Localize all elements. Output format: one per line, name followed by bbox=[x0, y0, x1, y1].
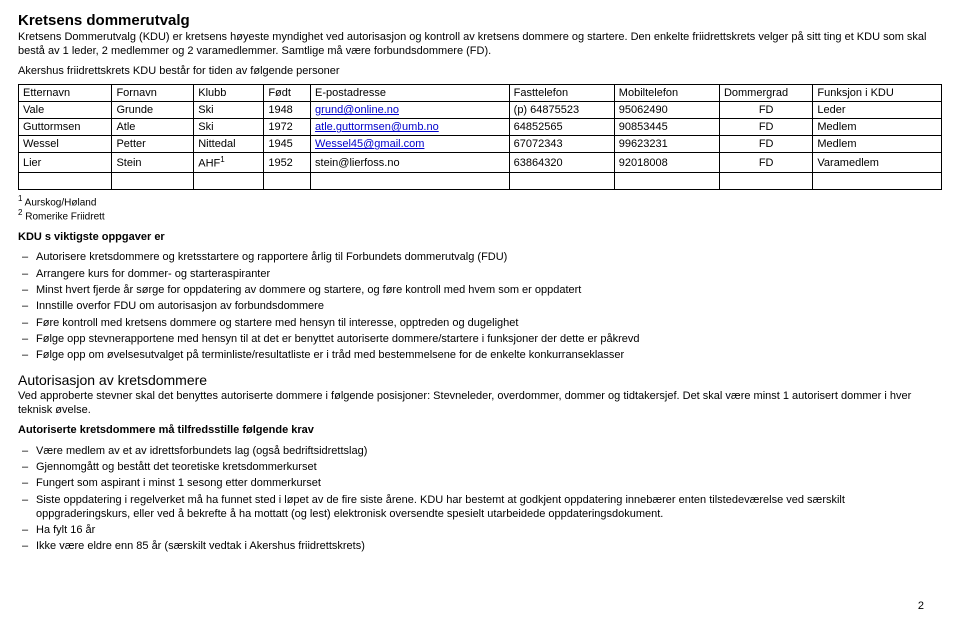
table-cell: stein@lierfoss.no bbox=[311, 153, 510, 173]
table-header-cell: E-postadresse bbox=[311, 85, 510, 102]
requirements-title: Autoriserte kretsdommere må tilfredsstil… bbox=[18, 424, 942, 438]
list-item: Være medlem av et av idrettsforbundets l… bbox=[36, 444, 942, 458]
footnotes: 1 Aurskog/Høland 2 Romerike Friidrett bbox=[18, 194, 942, 223]
kdu-task-list: Autorisere kretsdommere og kretsstartere… bbox=[18, 250, 942, 362]
table-cell: Nittedal bbox=[194, 136, 264, 153]
requirements-list: Være medlem av et av idrettsforbundets l… bbox=[18, 444, 942, 554]
table-cell: Ski bbox=[194, 119, 264, 136]
table-cell: FD bbox=[719, 119, 812, 136]
table-row: LierSteinAHF11952stein@lierfoss.no638643… bbox=[19, 153, 942, 173]
list-item: Arrangere kurs for dommer- og starterasp… bbox=[36, 267, 942, 281]
table-body: ValeGrundeSki1948 grund@online.no (p) 6487… bbox=[19, 102, 942, 190]
table-cell: Medlem bbox=[813, 119, 942, 136]
email-link[interactable]: atle.guttormsen@umb.no bbox=[315, 121, 439, 133]
table-cell: 67072343 bbox=[509, 136, 614, 153]
list-item: Føre kontroll med kretsens dommere og st… bbox=[36, 316, 942, 330]
auth-paragraph: Ved approberte stevner skal det benyttes… bbox=[18, 390, 942, 418]
table-cell: 1948 bbox=[264, 102, 311, 119]
table-cell: Petter bbox=[112, 136, 194, 153]
list-item: Siste oppdatering i regelverket må ha fu… bbox=[36, 493, 942, 522]
list-item: Gjennomgått og bestått det teoretiske kr… bbox=[36, 460, 942, 474]
table-cell: grund@online.no bbox=[311, 102, 510, 119]
table-cell: Atle bbox=[112, 119, 194, 136]
table-cell: 95062490 bbox=[614, 102, 719, 119]
table-header-cell: Klubb bbox=[194, 85, 264, 102]
list-item: Fungert som aspirant i minst 1 sesong et… bbox=[36, 476, 942, 490]
table-cell: 90853445 bbox=[614, 119, 719, 136]
list-item: Følge opp om øvelsesutvalget på terminli… bbox=[36, 348, 942, 362]
table-header-row: EtternavnFornavnKlubbFødtE-postadresseFa… bbox=[19, 85, 942, 102]
table-cell: 1952 bbox=[264, 153, 311, 173]
table-cell: 64852565 bbox=[509, 119, 614, 136]
table-cell: FD bbox=[719, 136, 812, 153]
document-page: Kretsens dommerutvalg Kretsens Dommerutv… bbox=[18, 12, 942, 618]
table-row-empty bbox=[19, 172, 942, 189]
table-cell: FD bbox=[719, 102, 812, 119]
list-item: Ikke være eldre enn 85 år (særskilt vedt… bbox=[36, 539, 942, 553]
table-cell: 99623231 bbox=[614, 136, 719, 153]
table-header-cell: Mobiltelefon bbox=[614, 85, 719, 102]
list-item: Ha fylt 16 år bbox=[36, 523, 942, 537]
table-header-cell: Fasttelefon bbox=[509, 85, 614, 102]
email-link[interactable]: Wessel45@gmail.com bbox=[315, 138, 424, 150]
kdu-table: EtternavnFornavnKlubbFødtE-postadresseFa… bbox=[18, 84, 942, 190]
table-cell: Leder bbox=[813, 102, 942, 119]
table-row: ValeGrundeSki1948 grund@online.no (p) 6487… bbox=[19, 102, 942, 119]
list-item: Følge opp stevnerapportene med hensyn ti… bbox=[36, 332, 942, 346]
table-header-cell: Funksjon i KDU bbox=[813, 85, 942, 102]
list-item: Minst hvert fjerde år sørge for oppdater… bbox=[36, 283, 942, 297]
table-header-cell: Fornavn bbox=[112, 85, 194, 102]
email-link[interactable]: grund@online.no bbox=[315, 104, 399, 116]
heading-main: Kretsens dommerutvalg bbox=[18, 12, 942, 29]
table-cell: 1945 bbox=[264, 136, 311, 153]
table-cell: FD bbox=[719, 153, 812, 173]
table-cell: atle.guttormsen@umb.no bbox=[311, 119, 510, 136]
table-header-cell: Født bbox=[264, 85, 311, 102]
table-cell: Vale bbox=[19, 102, 112, 119]
page-number: 2 bbox=[918, 600, 924, 612]
table-cell: Wessel45@gmail.com bbox=[311, 136, 510, 153]
kdu-tasks-title: KDU s viktigste oppgaver er bbox=[18, 231, 942, 245]
table-cell: Wessel bbox=[19, 136, 112, 153]
heading-authorization: Autorisasjon av kretsdommere bbox=[18, 372, 942, 388]
list-item: Innstille overfor FDU om autorisasjon av… bbox=[36, 299, 942, 313]
table-cell: 1972 bbox=[264, 119, 311, 136]
footnote-2: 2 Romerike Friidrett bbox=[18, 208, 942, 222]
table-cell: Medlem bbox=[813, 136, 942, 153]
table-header-cell: Etternavn bbox=[19, 85, 112, 102]
table-cell: Guttormsen bbox=[19, 119, 112, 136]
table-cell: Ski bbox=[194, 102, 264, 119]
table-cell: Lier bbox=[19, 153, 112, 173]
list-item: Autorisere kretsdommere og kretsstartere… bbox=[36, 250, 942, 264]
table-cell: Stein bbox=[112, 153, 194, 173]
table-row: GuttormsenAtleSki1972 atle.guttormsen@umb… bbox=[19, 119, 942, 136]
table-row: WesselPetterNittedal1945 Wessel45@gmail.c… bbox=[19, 136, 942, 153]
table-cell: 92018008 bbox=[614, 153, 719, 173]
table-header-cell: Dommergrad bbox=[719, 85, 812, 102]
table-cell: Varamedlem bbox=[813, 153, 942, 173]
table-cell: 63864320 bbox=[509, 153, 614, 173]
table-cell: Grunde bbox=[112, 102, 194, 119]
intro-line2: Akershus friidrettskrets KDU består for … bbox=[18, 65, 942, 79]
table-cell: AHF1 bbox=[194, 153, 264, 173]
intro-paragraph: Kretsens Dommerutvalg (KDU) er kretsens … bbox=[18, 31, 942, 59]
table-cell: (p) 64875523 bbox=[509, 102, 614, 119]
footnote-1: 1 Aurskog/Høland bbox=[18, 194, 942, 208]
